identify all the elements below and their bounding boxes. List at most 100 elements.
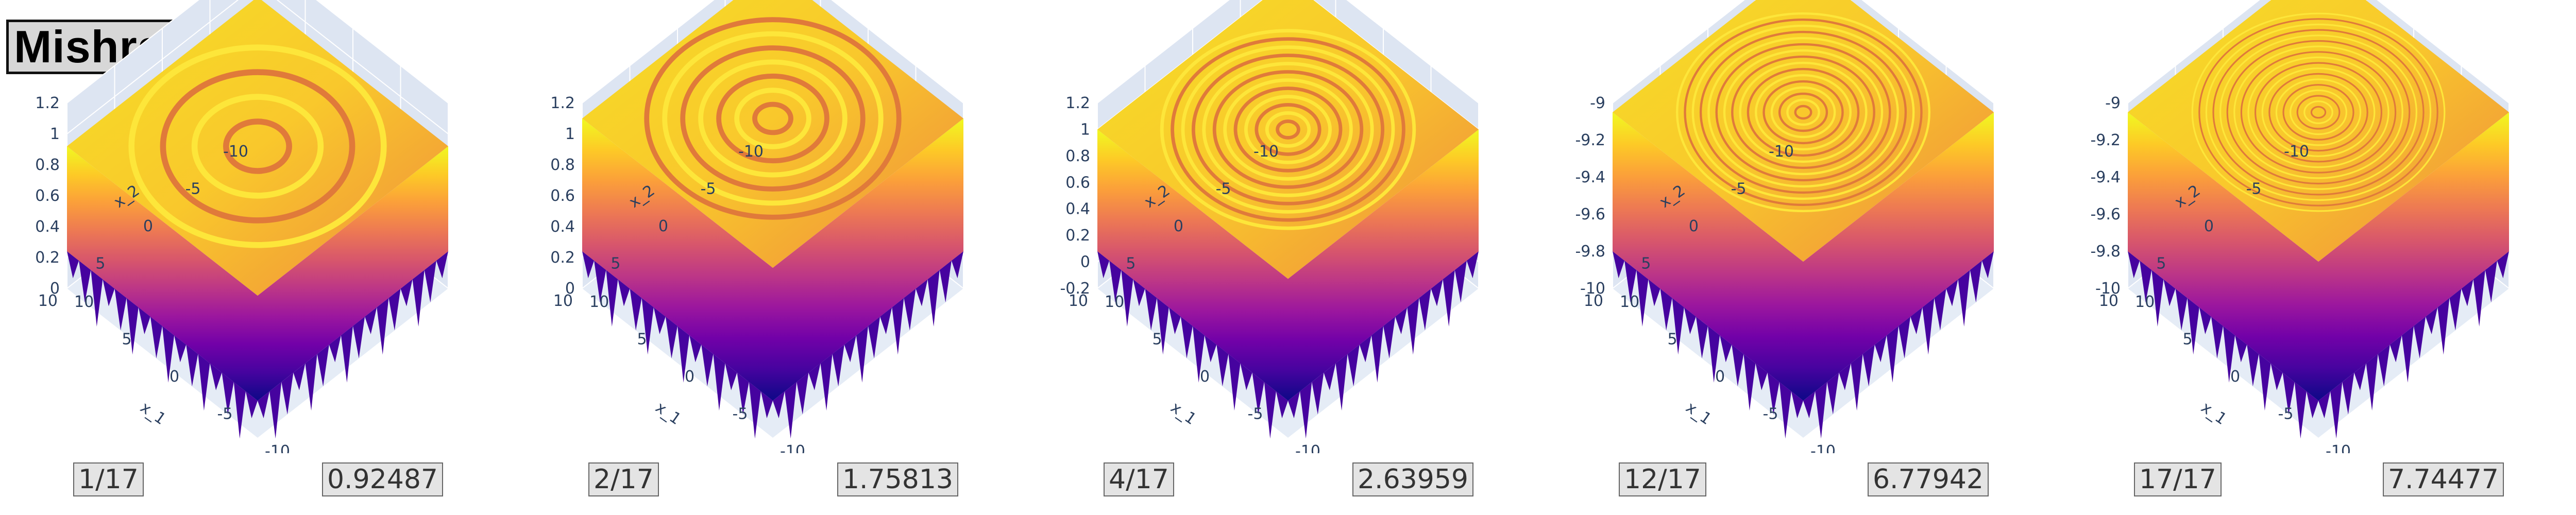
surface-dip	[844, 335, 856, 363]
surface-ring	[1171, 37, 1405, 222]
surface-dip	[329, 335, 341, 363]
surface-dip	[1454, 261, 1467, 303]
surface-ring	[1699, 30, 1907, 194]
surface-ring	[2290, 89, 2348, 135]
surface-dip	[2378, 345, 2390, 387]
surface-ring	[1778, 92, 1828, 132]
x1-axis-title: x_1	[652, 399, 685, 428]
surface-dip	[162, 326, 175, 383]
surface-ring	[1707, 37, 1899, 188]
surface-dip	[2128, 251, 2140, 279]
surface-dip	[79, 261, 91, 303]
surface-dip	[641, 298, 654, 355]
surface-dip	[2354, 363, 2366, 390]
surface-ring	[1731, 55, 1875, 169]
surface-ring	[1223, 78, 1353, 181]
x2-tick-label: -5	[185, 180, 201, 198]
surface-dip	[916, 279, 928, 306]
z-tick-label: 0.8	[1065, 147, 1090, 165]
x2-tick-label: -10	[2284, 143, 2309, 161]
surface-dip	[436, 251, 448, 279]
surface-front-right	[1288, 129, 1479, 401]
surface-dips	[2128, 251, 2509, 439]
surface-dip	[785, 382, 797, 439]
surface-dip	[880, 307, 892, 334]
surface-dip	[582, 251, 595, 279]
surface-dip	[222, 372, 234, 415]
surface-dip	[773, 391, 785, 419]
surface-dip	[2223, 326, 2235, 383]
x2-tick-label: -10	[738, 143, 764, 161]
z-tick-label: -10	[1580, 280, 1605, 298]
surface-dip	[269, 382, 282, 439]
z-gridline	[582, 0, 964, 104]
x2-tick-label: -5	[701, 180, 716, 198]
surface-front-left	[67, 146, 258, 401]
frame-label: 12/17	[1619, 462, 1706, 496]
surface-ring	[1794, 105, 1812, 120]
surface-panel-1[interactable]: 0 0.2 0.4 0.6 0.8 1 1.2 -10 -5 0 5 10 -10 -5 0 5 10 x_2 x_…	[0, 0, 515, 515]
surface-dip	[91, 270, 103, 327]
surface-panel-2[interactable]: 0 0.2 0.4 0.6 0.8 1 1.2 -10 -5 0 5 10 -10 -5 0 5 10 x_2 x_…	[515, 0, 1030, 515]
surface-plot-2[interactable]: 00.20.40.60.811.2-10-50510-10-50510x_2x_…	[515, 0, 1030, 453]
x1-tick-label: 5	[1668, 331, 1677, 349]
surface-plot-1[interactable]: 00.20.40.60.811.2-10-50510-10-50510x_2x_…	[0, 0, 515, 453]
surface-panel-4[interactable]: -10 -9.8 -9.6 -9.4 -9.2 -9 -10 -5 0 5 10 -10 -5 0 5 10 x…	[1546, 0, 2061, 515]
surface-dip	[939, 261, 952, 303]
z-tick-label: 0.2	[35, 249, 60, 267]
x1-tick-label: -5	[217, 405, 233, 423]
x1-tick-label: 0	[2230, 368, 2240, 386]
surface-dip	[1205, 335, 1217, 363]
surface-dip	[630, 288, 642, 331]
surface-plot-5[interactable]: -10-9.8-9.6-9.4-9.2-9-10-50510-10-50510x…	[2061, 0, 2576, 453]
surface-dip	[904, 288, 916, 331]
z-tick-label: 0.8	[35, 156, 60, 174]
x1-tick-label: -5	[1763, 405, 1778, 423]
surface-plot-3[interactable]: -0.2 0 0.2 0.4 0.6 0.8 1 1.2 -10 -5 0 5 10 -10 -5 0 5 10 x…	[1030, 0, 1546, 453]
x2-tick-label: -5	[1731, 180, 1747, 198]
surface-dip	[1779, 382, 1791, 439]
z-tick-label: 0.2	[550, 249, 575, 267]
surface-rings	[1160, 29, 1416, 230]
z-tick-label: -9.2	[1575, 131, 1605, 149]
surface-dip	[1145, 288, 1157, 331]
x1-tick-label: 0	[1715, 368, 1725, 386]
surface-dip	[1180, 316, 1193, 358]
x1-tick-label: -10	[2326, 442, 2351, 453]
surface-dip	[412, 270, 425, 327]
surface-dip	[1815, 382, 1827, 439]
z-tick-label: 1.2	[550, 94, 575, 112]
surface-ring	[2310, 106, 2327, 119]
surface-dip	[1922, 298, 1935, 355]
surface-dip	[951, 251, 963, 279]
surface-ring	[1212, 70, 1364, 189]
surface-ring	[734, 88, 811, 149]
z-tick-label: 0.2	[1065, 227, 1090, 245]
surface-ring	[1276, 119, 1300, 140]
frame-label: 1/17	[73, 462, 144, 496]
surface-dip	[618, 279, 630, 306]
surface-dip	[150, 316, 162, 358]
x1-tick-label: 5	[122, 331, 132, 349]
surface-dip	[1193, 326, 1205, 383]
z-tick-label: 1	[50, 125, 60, 143]
x1-tick-label: 5	[2183, 331, 2193, 349]
surface-panel-3[interactable]: -0.2 0 0.2 0.4 0.6 0.8 1 1.2 -10 -5 0 5 10 -10 -5 0 5 10 x…	[1030, 0, 1546, 515]
x2-tick-label: 0	[1174, 217, 1183, 235]
surface-ring	[1755, 74, 1852, 151]
surface-dip	[1419, 288, 1431, 331]
surface-rings	[2191, 12, 2446, 212]
surface-dip	[2140, 261, 2152, 303]
x1-tick-label: -5	[2278, 405, 2294, 423]
surface-dip	[2270, 363, 2283, 390]
surface-dip	[1383, 316, 1396, 358]
surface-dip	[1613, 251, 1625, 279]
surface-panel-5[interactable]: -10 -9.8 -9.6 -9.4 -9.2 -9 -10 -5 0 5 10 -10 -5 0 5 10 x…	[2061, 0, 2576, 515]
surface-ring	[1786, 98, 1820, 126]
surface-dip	[114, 288, 127, 331]
surface-ring	[160, 69, 355, 224]
surface-ring	[1747, 67, 1860, 157]
surface-plot-4[interactable]: -10-9.8-9.6-9.4-9.2-9-10-50510-10-50510x…	[1546, 0, 2061, 453]
surface-ring	[2282, 84, 2354, 141]
x1-tick-label: -5	[733, 405, 748, 423]
